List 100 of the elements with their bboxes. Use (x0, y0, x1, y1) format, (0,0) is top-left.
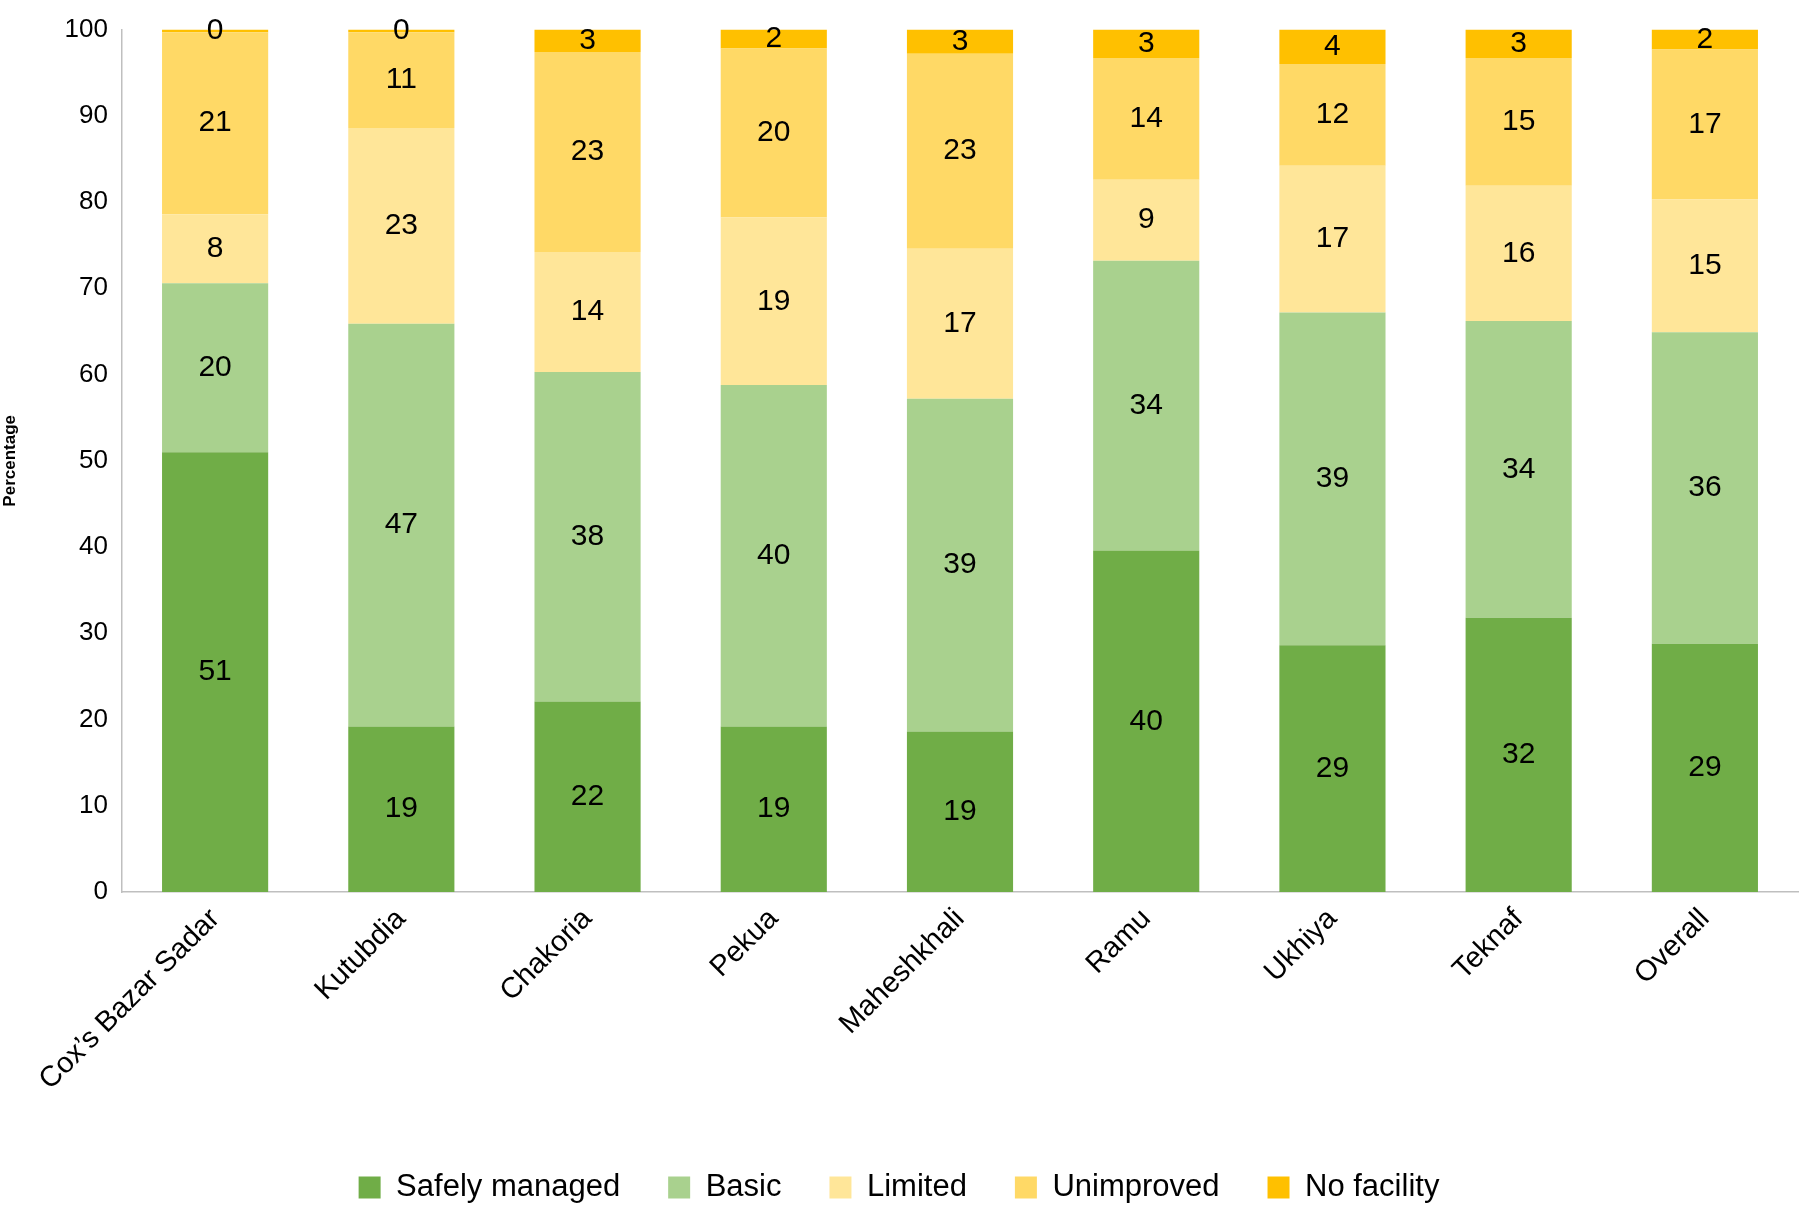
bar (1651, 49, 1758, 200)
y-tick-label: 20 (79, 702, 108, 733)
bar (348, 726, 455, 892)
data-label: 20 (198, 348, 232, 382)
data-label: 15 (1688, 247, 1722, 281)
bar (1651, 332, 1758, 644)
bar (1651, 199, 1758, 333)
data-label: 19 (757, 790, 791, 824)
bar (162, 214, 269, 284)
bar (1465, 29, 1572, 59)
bar (906, 398, 1014, 732)
bar (1093, 260, 1200, 551)
data-label: 16 (1501, 234, 1536, 268)
data-label: 8 (206, 229, 224, 263)
bar (1093, 179, 1200, 261)
bar (906, 29, 1014, 54)
data-label: 29 (1688, 749, 1722, 783)
data-label: 17 (1688, 105, 1722, 139)
legend-label: Basic (705, 1168, 782, 1204)
legend-label: Unimproved (1052, 1168, 1220, 1204)
data-label: 40 (1129, 702, 1163, 736)
y-tick-label: 90 (79, 99, 108, 130)
bar (348, 127, 455, 324)
y-tick-label: 60 (79, 357, 108, 388)
bar (534, 52, 641, 253)
data-label: 11 (385, 61, 417, 95)
y-tick-label: 50 (79, 443, 108, 474)
bar (1465, 321, 1572, 618)
y-tick-label: 80 (79, 185, 108, 216)
bar (1093, 58, 1200, 180)
bar (720, 29, 827, 49)
data-label: 34 (1501, 450, 1536, 484)
data-label: 38 (570, 517, 605, 551)
data-label: 23 (570, 133, 605, 167)
data-label: 34 (1129, 386, 1163, 420)
data-label: 23 (943, 132, 977, 166)
y-tick-label: 70 (79, 271, 108, 302)
data-label: 14 (1129, 100, 1163, 134)
bar (1279, 312, 1386, 646)
data-label: 15 (1501, 103, 1536, 137)
legend-label: Safely managed (396, 1168, 621, 1204)
data-label: 36 (1688, 469, 1722, 503)
y-tick-label: 0 (93, 875, 108, 906)
data-label: 9 (1137, 201, 1155, 235)
legend-label: Limited (866, 1168, 967, 1204)
bar (534, 701, 641, 892)
bar (162, 283, 269, 453)
y-tick-label: 40 (79, 530, 108, 561)
data-label: 2 (765, 20, 783, 54)
data-label: 19 (943, 793, 977, 827)
bar (1651, 643, 1758, 892)
bar (162, 452, 269, 892)
bar (534, 371, 641, 702)
bar (1279, 29, 1386, 65)
data-label: 23 (384, 207, 419, 241)
bar (1279, 64, 1386, 166)
data-label: 3 (579, 22, 596, 56)
y-tick-label: 30 (79, 616, 108, 647)
y-tick-label: 10 (79, 788, 108, 819)
bar (906, 53, 1014, 249)
data-label: 22 (570, 777, 605, 811)
data-label: 17 (943, 304, 977, 338)
data-label: 21 (198, 104, 232, 138)
bar (1279, 165, 1386, 313)
data-label: 3 (1137, 25, 1155, 59)
bar (720, 384, 827, 727)
bar (1093, 29, 1200, 59)
bar (720, 217, 827, 385)
data-label: 47 (384, 506, 419, 540)
data-label: 12 (1315, 96, 1350, 130)
bar (720, 48, 827, 218)
bar (348, 323, 455, 727)
bar (534, 252, 641, 372)
data-label: 3 (1510, 25, 1528, 59)
bar (906, 248, 1014, 399)
data-label: 19 (384, 790, 419, 824)
y-axis-title: Percentage (0, 414, 19, 507)
data-label: 39 (1315, 460, 1350, 494)
data-label: 40 (757, 536, 791, 570)
bar (906, 731, 1014, 892)
bar (720, 726, 827, 892)
legend-label: No facility (1305, 1168, 1440, 1204)
data-label: 29 (1315, 749, 1350, 783)
data-label: 19 (757, 282, 791, 316)
bar (1279, 645, 1386, 892)
data-label: 14 (570, 293, 605, 327)
data-label: 2 (1696, 20, 1714, 54)
bar (1465, 617, 1572, 892)
data-label: 3 (951, 22, 969, 56)
data-label: 39 (943, 546, 977, 580)
y-tick-label: 100 (64, 12, 108, 43)
data-label: 32 (1501, 736, 1536, 770)
bar (534, 29, 641, 53)
data-label: 51 (198, 653, 232, 687)
data-label: 20 (757, 114, 791, 148)
bar (1093, 550, 1200, 892)
data-label: 4 (1324, 28, 1341, 62)
bar (1465, 58, 1572, 186)
bar (1465, 185, 1572, 322)
data-label: 17 (1315, 220, 1350, 254)
